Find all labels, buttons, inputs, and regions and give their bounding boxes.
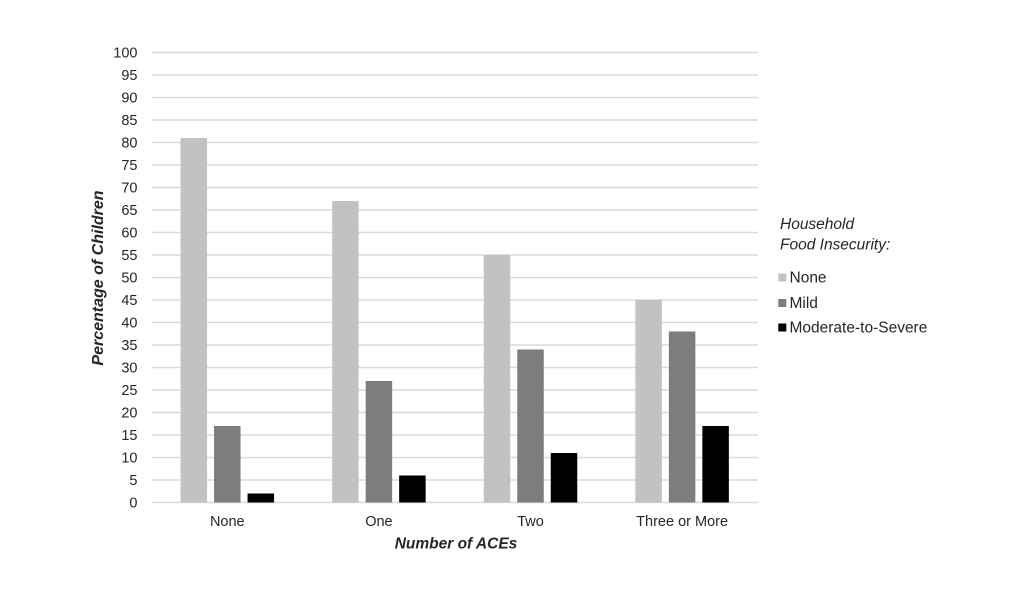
- svg-text:70: 70: [121, 181, 137, 197]
- svg-text:Two: Two: [517, 514, 544, 530]
- svg-text:55: 55: [121, 248, 137, 264]
- svg-text:30: 30: [121, 361, 137, 377]
- svg-text:45: 45: [121, 293, 137, 309]
- svg-text:60: 60: [121, 226, 137, 242]
- svg-text:Food Insecurity:: Food Insecurity:: [780, 237, 890, 254]
- svg-text:Number of ACEs: Number of ACEs: [395, 536, 518, 553]
- svg-text:0: 0: [129, 496, 137, 512]
- svg-text:Three or More: Three or More: [636, 514, 728, 530]
- svg-text:75: 75: [121, 158, 137, 174]
- svg-text:None: None: [790, 270, 827, 287]
- svg-text:40: 40: [121, 316, 137, 332]
- svg-text:85: 85: [121, 113, 137, 129]
- svg-text:50: 50: [121, 271, 137, 287]
- svg-text:Mild: Mild: [790, 295, 818, 312]
- svg-text:95: 95: [121, 68, 137, 84]
- svg-text:90: 90: [121, 91, 137, 107]
- svg-text:80: 80: [121, 136, 137, 152]
- svg-text:35: 35: [121, 338, 137, 354]
- svg-text:100: 100: [113, 46, 137, 62]
- svg-text:5: 5: [129, 473, 137, 489]
- svg-text:20: 20: [121, 406, 137, 422]
- svg-text:15: 15: [121, 428, 137, 444]
- svg-text:None: None: [210, 514, 245, 530]
- svg-text:Moderate-to-Severe: Moderate-to-Severe: [790, 320, 928, 337]
- svg-text:One: One: [365, 514, 392, 530]
- svg-text:25: 25: [121, 383, 137, 399]
- svg-text:10: 10: [121, 451, 137, 467]
- svg-text:65: 65: [121, 203, 137, 219]
- svg-text:Percentage of Children: Percentage of Children: [90, 190, 107, 365]
- svg-text:Household: Household: [780, 216, 855, 233]
